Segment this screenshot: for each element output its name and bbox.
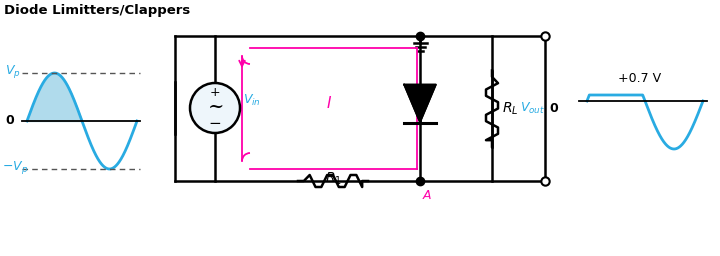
Text: +0.7 V: +0.7 V <box>618 72 662 85</box>
Text: +: + <box>210 86 220 99</box>
Polygon shape <box>404 84 436 123</box>
Text: $R_1$: $R_1$ <box>325 170 341 187</box>
Text: $I$: $I$ <box>326 95 333 112</box>
Text: A: A <box>423 189 431 202</box>
Text: $-V_p$: $-V_p$ <box>2 159 28 176</box>
Text: $R_L$: $R_L$ <box>502 100 518 117</box>
Circle shape <box>190 83 240 133</box>
Text: ~: ~ <box>208 98 224 116</box>
Text: $V_{in}$: $V_{in}$ <box>243 92 261 108</box>
Text: $V_p$: $V_p$ <box>5 63 21 80</box>
Text: −: − <box>209 116 221 132</box>
Text: $V_{out}$: $V_{out}$ <box>520 101 545 116</box>
Text: 0: 0 <box>549 102 558 115</box>
Text: Diode Limitters/Clappers: Diode Limitters/Clappers <box>4 4 190 17</box>
Text: 0: 0 <box>5 113 14 126</box>
